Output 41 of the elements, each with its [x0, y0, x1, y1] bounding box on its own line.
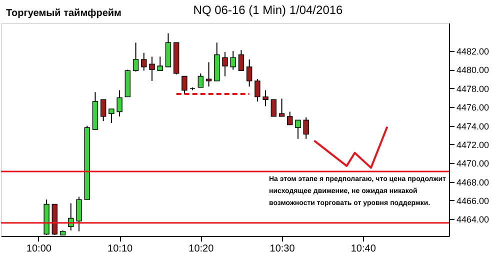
candlestick — [206, 62, 212, 88]
candlestick — [149, 56, 155, 82]
candlestick — [222, 51, 228, 77]
x-tick-label: 10:40 — [350, 244, 376, 254]
y-tick-label: 4474.00 — [456, 121, 490, 132]
y-tick-label: 4476.00 — [456, 102, 490, 113]
chart-subtitle: Торгуемый таймфрейм — [6, 8, 122, 19]
y-tick-label: 4464.00 — [456, 214, 490, 225]
candlestick — [246, 58, 252, 88]
candlestick — [262, 90, 268, 107]
candlestick — [278, 98, 285, 117]
candlestick — [108, 108, 114, 124]
x-tick-label: 10:10 — [108, 244, 134, 254]
y-tick-label: 4466.00 — [456, 196, 490, 206]
candlestick — [100, 99, 106, 122]
y-tick-label: 4470.00 — [456, 158, 490, 169]
y-tick-label: 4480.00 — [456, 65, 490, 76]
candlestick — [182, 76, 188, 94]
candlestick — [190, 86, 196, 91]
candlestick — [157, 56, 163, 72]
candlestick — [76, 196, 82, 232]
candlestick — [295, 120, 301, 140]
candlestick — [141, 52, 147, 72]
chart-title: NQ 06-16 (1 Min) 1/04/2016 — [193, 3, 344, 17]
candlestick — [254, 78, 260, 102]
y-tick-label: 4482.00 — [456, 46, 490, 57]
y-tick-label: 4478.00 — [456, 84, 490, 94]
candlestick — [270, 99, 277, 117]
y-tick-label: 4468.00 — [456, 177, 490, 188]
candlestick — [238, 50, 244, 72]
line-series — [313, 126, 388, 169]
candlestick — [198, 72, 204, 88]
candlestick — [116, 90, 122, 117]
candlestick — [230, 50, 236, 70]
candlestick — [303, 116, 309, 140]
candlestick — [132, 42, 139, 72]
x-tick-label: 10:30 — [270, 244, 296, 254]
candlestick — [287, 111, 293, 126]
x-tick-label: 10:20 — [188, 244, 214, 254]
y-tick-label: 4472.00 — [456, 140, 490, 150]
x-tick-label: 10:00 — [26, 244, 52, 254]
